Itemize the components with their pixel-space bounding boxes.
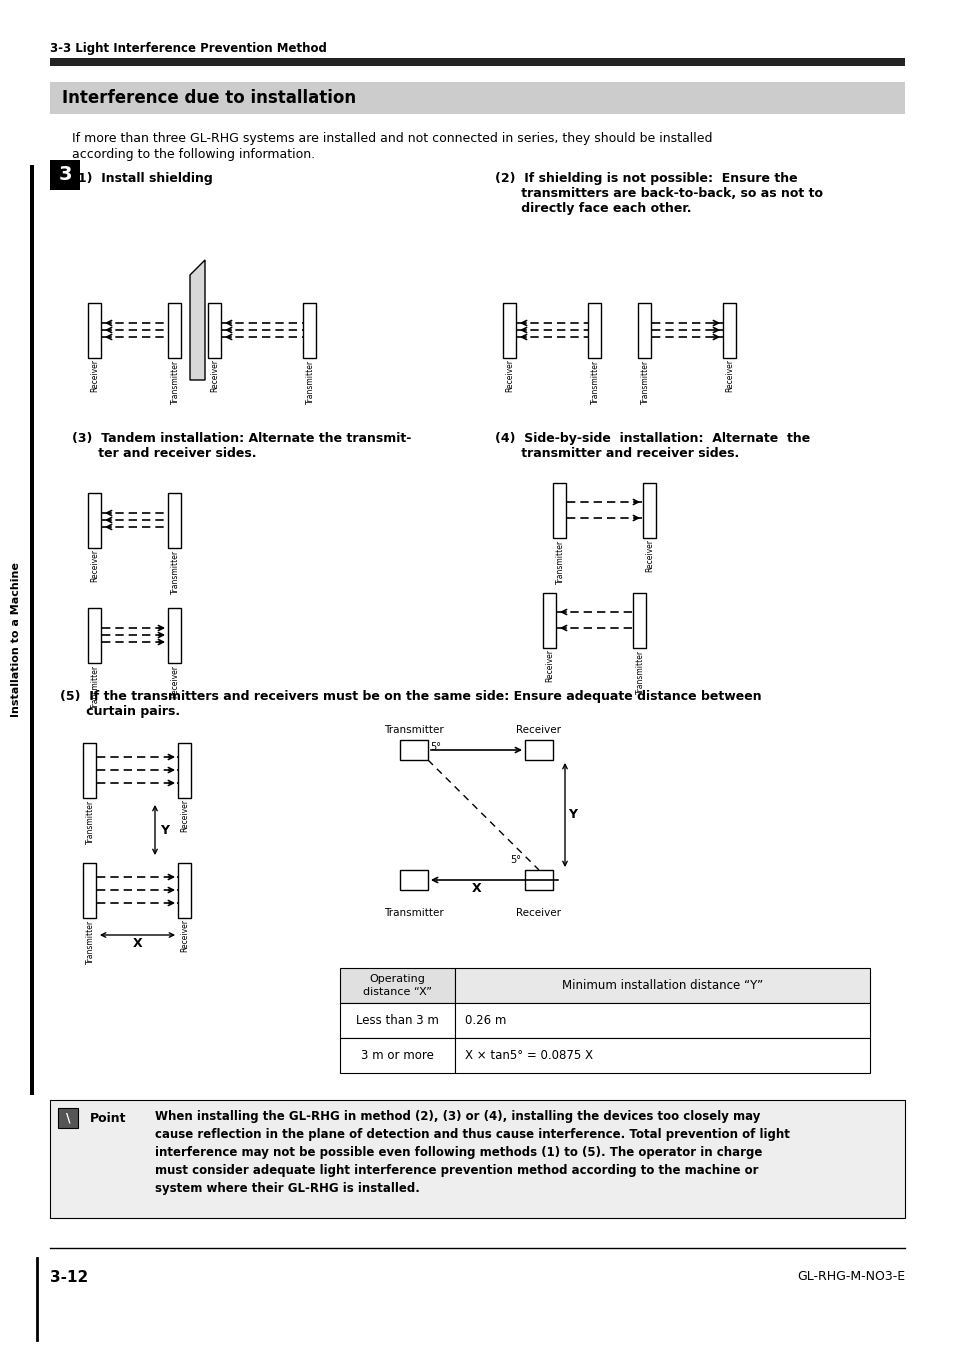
Text: X × tan5° = 0.0875 X: X × tan5° = 0.0875 X (464, 1048, 593, 1062)
Bar (339, 969, 455, 1002)
Text: Receiver: Receiver (171, 665, 179, 697)
Bar (543, 593, 556, 647)
Text: Transmitter: Transmitter (171, 550, 179, 593)
Bar (50, 82, 904, 113)
Text: 3-12: 3-12 (50, 1270, 89, 1285)
Text: (3)  Tandem installation: Alternate the transmit-: (3) Tandem installation: Alternate the t… (71, 432, 411, 444)
Bar (339, 1002, 455, 1038)
Text: \: \ (66, 1112, 71, 1124)
Text: Transmitter: Transmitter (305, 359, 314, 404)
Bar (84, 743, 96, 797)
Text: Y: Y (567, 808, 577, 821)
Bar (169, 303, 181, 358)
Text: directly face each other.: directly face each other. (495, 203, 691, 215)
Text: Transmitter: Transmitter (171, 359, 179, 404)
Bar (178, 862, 192, 917)
Text: Transmitter: Transmitter (590, 359, 598, 404)
Text: Receiver: Receiver (545, 650, 554, 682)
Text: X: X (132, 938, 142, 950)
Text: Transmitter: Transmitter (555, 539, 564, 584)
Text: Y: Y (160, 824, 169, 836)
Text: 3 m or more: 3 m or more (360, 1048, 434, 1062)
Text: (2)  If shielding is not possible:  Ensure the: (2) If shielding is not possible: Ensure… (495, 172, 797, 185)
Text: (5)  If the transmitters and receivers must be on the same side: Ensure adequate: (5) If the transmitters and receivers mu… (60, 690, 760, 703)
Text: Minimum installation distance “Y”: Minimum installation distance “Y” (561, 979, 762, 992)
Text: X: X (471, 882, 481, 894)
Text: 3: 3 (58, 166, 71, 185)
Bar (503, 303, 516, 358)
Bar (209, 303, 221, 358)
Text: 5°: 5° (510, 855, 520, 865)
Text: Receiver: Receiver (645, 539, 654, 573)
Text: Interference due to installation: Interference due to installation (62, 89, 355, 107)
Text: Transmitter: Transmitter (86, 920, 94, 963)
Text: transmitter and receiver sides.: transmitter and receiver sides. (495, 447, 739, 459)
Bar (178, 743, 192, 797)
Text: Installation to a Machine: Installation to a Machine (11, 562, 21, 717)
Text: Receiver: Receiver (180, 920, 190, 952)
Text: Operating
distance “X”: Operating distance “X” (363, 974, 432, 997)
Bar (89, 608, 101, 662)
Text: system where their GL-RHG is installed.: system where their GL-RHG is installed. (154, 1182, 419, 1196)
Text: Receiver: Receiver (211, 359, 219, 393)
Text: transmitters are back-to-back, so as not to: transmitters are back-to-back, so as not… (495, 186, 822, 200)
Text: 0.26 m: 0.26 m (464, 1015, 506, 1027)
Bar (722, 303, 736, 358)
Bar (30, 165, 34, 1096)
Bar (643, 482, 656, 538)
Bar (50, 159, 80, 190)
Text: Receiver: Receiver (505, 359, 514, 393)
Bar (89, 493, 101, 547)
Bar (399, 870, 428, 890)
Bar (169, 608, 181, 662)
Bar (455, 969, 869, 1002)
Text: Transmitter: Transmitter (635, 650, 644, 693)
Bar (455, 1038, 869, 1073)
Text: interference may not be possible even following methods (1) to (5). The operator: interference may not be possible even fo… (154, 1146, 761, 1159)
Text: Transmitter: Transmitter (91, 665, 99, 709)
Text: (1)  Install shielding: (1) Install shielding (71, 172, 213, 185)
Text: cause reflection in the plane of detection and thus cause interference. Total pr: cause reflection in the plane of detecti… (154, 1128, 789, 1142)
Bar (553, 482, 566, 538)
Text: Less than 3 m: Less than 3 m (355, 1015, 438, 1027)
Bar (524, 870, 553, 890)
Text: When installing the GL-RHG in method (2), (3) or (4), installing the devices too: When installing the GL-RHG in method (2)… (154, 1111, 760, 1123)
Bar (58, 1108, 78, 1128)
Text: ter and receiver sides.: ter and receiver sides. (71, 447, 256, 459)
Bar (84, 862, 96, 917)
Bar (524, 740, 553, 761)
Polygon shape (190, 259, 205, 380)
Bar (50, 1100, 904, 1219)
Bar (339, 1038, 455, 1073)
Text: Point: Point (90, 1112, 127, 1125)
Bar (89, 303, 101, 358)
Text: Receiver: Receiver (724, 359, 734, 393)
Text: Receiver: Receiver (91, 359, 99, 393)
Text: Receiver: Receiver (516, 908, 561, 917)
Text: must consider adequate light interference prevention method according to the mac: must consider adequate light interferenc… (154, 1165, 758, 1177)
Text: Transmitter: Transmitter (86, 800, 94, 843)
Text: Transmitter: Transmitter (639, 359, 649, 404)
Bar (399, 740, 428, 761)
Text: Receiver: Receiver (91, 550, 99, 582)
Text: according to the following information.: according to the following information. (71, 149, 314, 161)
Bar (588, 303, 601, 358)
Text: Receiver: Receiver (516, 725, 561, 735)
Text: 5°: 5° (430, 742, 440, 753)
Text: Receiver: Receiver (180, 800, 190, 832)
Bar (455, 1002, 869, 1038)
Text: 3-3 Light Interference Prevention Method: 3-3 Light Interference Prevention Method (50, 42, 327, 55)
Text: GL-RHG-M-NO3-E: GL-RHG-M-NO3-E (796, 1270, 904, 1283)
Text: If more than three GL-RHG systems are installed and not connected in series, the: If more than three GL-RHG systems are in… (71, 132, 712, 145)
Text: (4)  Side-by-side  installation:  Alternate  the: (4) Side-by-side installation: Alternate… (495, 432, 809, 444)
Text: Transmitter: Transmitter (384, 908, 443, 917)
Bar (50, 58, 904, 66)
Bar (303, 303, 316, 358)
Bar (169, 493, 181, 547)
Bar (638, 303, 651, 358)
Text: Transmitter: Transmitter (384, 725, 443, 735)
Bar (633, 593, 646, 647)
Text: curtain pairs.: curtain pairs. (60, 705, 180, 717)
